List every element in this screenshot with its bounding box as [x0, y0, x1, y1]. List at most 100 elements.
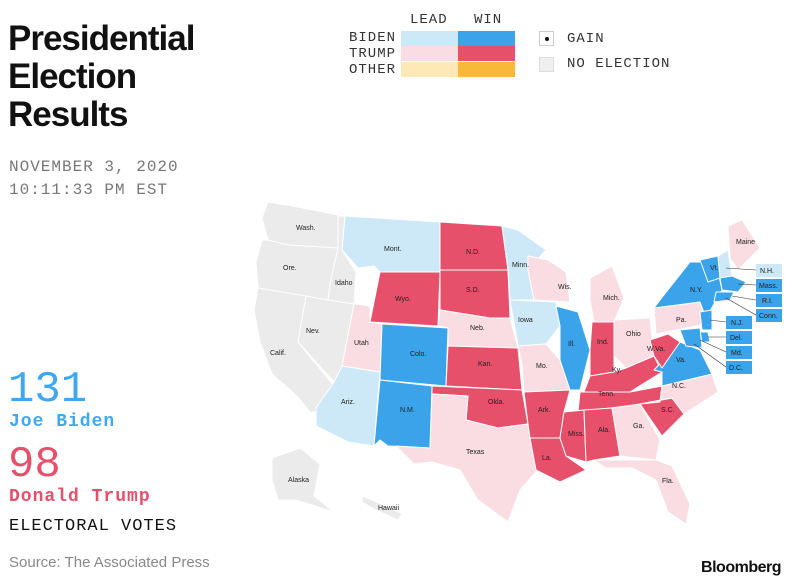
label-al: Ala. — [598, 427, 610, 434]
label-ga: Ga. — [633, 423, 644, 430]
state-al — [583, 407, 621, 463]
state-in — [589, 321, 615, 377]
label-ia: Iowa — [518, 317, 533, 324]
label-ne: Neb. — [470, 325, 485, 332]
label-ca: Calif. — [270, 350, 286, 357]
label-wi: Wis. — [558, 284, 572, 291]
title-line-2: Election — [8, 57, 137, 96]
label-md: Md. — [731, 350, 743, 357]
label-il: Ill. — [568, 341, 575, 348]
time-line: 10:11:33 PM EST — [9, 181, 169, 199]
label-wy: Wyo. — [395, 296, 411, 303]
legend-win-header: WIN — [474, 12, 503, 28]
state-nm — [373, 379, 433, 449]
label-tn: Tenn. — [598, 391, 615, 398]
title-line-3: Results — [8, 95, 128, 134]
state-ma — [719, 275, 747, 293]
timestamp: NOVEMBER 3, 2020 10:11:33 PM EST — [9, 156, 179, 202]
label-la: La. — [542, 455, 552, 462]
state-ks — [445, 345, 523, 391]
bloomberg-logo: Bloomberg — [701, 559, 781, 576]
source-note: Source: The Associated Press — [9, 554, 210, 571]
biden-electoral-votes: 131 — [8, 365, 88, 415]
state-il — [555, 305, 591, 391]
label-az: Ariz. — [341, 399, 355, 406]
callout-ct — [756, 309, 782, 322]
label-vt: Vt. — [710, 265, 719, 272]
state-wi — [527, 255, 571, 303]
label-tx: Texas — [466, 449, 485, 456]
label-wv: W.Va. — [647, 346, 665, 353]
state-nd — [439, 221, 509, 271]
label-mi: Mich. — [603, 295, 620, 302]
state-mt — [341, 215, 441, 273]
other-lead-swatch — [401, 62, 458, 77]
label-ms: Miss. — [568, 431, 584, 438]
biden-win-swatch — [458, 31, 515, 46]
page-title: Presidential Election Results — [8, 19, 195, 134]
callout-de — [726, 331, 752, 344]
callout-nj — [726, 316, 752, 329]
label-dc: D.C. — [729, 365, 743, 372]
trump-name: Donald Trump — [9, 487, 151, 507]
label-fl: Fla. — [662, 478, 674, 485]
state-ga — [611, 403, 661, 461]
legend-other-label: OTHER — [349, 62, 397, 78]
date-line: NOVEMBER 3, 2020 — [9, 158, 179, 176]
label-nj: N.J. — [731, 320, 744, 327]
label-nd: N.D. — [466, 249, 480, 256]
label-sc: S.C. — [661, 407, 675, 414]
label-or: Ore. — [283, 265, 297, 272]
label-ak: Alaska — [288, 477, 309, 484]
legend-gain-label: GAIN — [567, 31, 605, 47]
legend-biden-label: BIDEN — [349, 30, 397, 46]
label-va: Va. — [676, 357, 686, 364]
label-ks: Kan. — [478, 361, 492, 368]
label-mn: Minn. — [512, 262, 529, 269]
callout-md — [726, 346, 752, 359]
label-nv: Nev. — [306, 328, 320, 335]
legend-trump-label: TRUMP — [349, 46, 397, 62]
trump-win-swatch — [458, 46, 515, 61]
biden-lead-swatch — [401, 31, 458, 46]
state-hi — [361, 495, 403, 521]
label-nh: N.H. — [760, 268, 774, 275]
state-ak — [271, 447, 335, 513]
title-line-1: Presidential — [8, 19, 195, 58]
state-tx — [395, 393, 549, 523]
label-hi: Hawaii — [378, 505, 399, 512]
label-de: Del. — [730, 335, 743, 342]
label-ct: Conn. — [759, 313, 778, 320]
label-sd: S.D. — [466, 287, 480, 294]
no-election-swatch — [539, 57, 554, 72]
callout-nh — [756, 264, 782, 277]
label-ok: Okla. — [488, 399, 504, 406]
state-me — [727, 219, 761, 271]
legend-lead-header: LEAD — [410, 12, 448, 28]
electoral-votes-label: ELECTORAL VOTES — [9, 517, 178, 536]
label-nm: N.M. — [400, 407, 415, 414]
state-az — [315, 365, 381, 447]
label-ky: Ky. — [612, 367, 622, 374]
label-ma: Mass. — [759, 283, 778, 290]
label-mo: Mo. — [536, 363, 548, 370]
label-co: Colo. — [410, 351, 426, 358]
label-id: Idaho — [335, 280, 353, 287]
state-sd — [439, 269, 511, 319]
trump-lead-swatch — [401, 46, 458, 61]
label-pa: Pa. — [676, 317, 687, 324]
state-ny — [653, 261, 723, 319]
callout-ma — [756, 279, 782, 292]
state-mi — [589, 265, 625, 323]
state-fl — [593, 459, 691, 525]
label-ut: Utah — [354, 340, 369, 347]
state-md — [679, 327, 703, 349]
legend-no-election-label: NO ELECTION — [567, 56, 671, 72]
trump-electoral-votes: 98 — [8, 440, 61, 490]
label-me: Maine — [736, 239, 755, 246]
label-nc: N.C. — [672, 383, 686, 390]
state-nc — [639, 373, 719, 415]
label-ar: Ark. — [538, 407, 551, 414]
other-win-swatch — [458, 62, 515, 77]
gain-marker-icon — [539, 31, 554, 46]
